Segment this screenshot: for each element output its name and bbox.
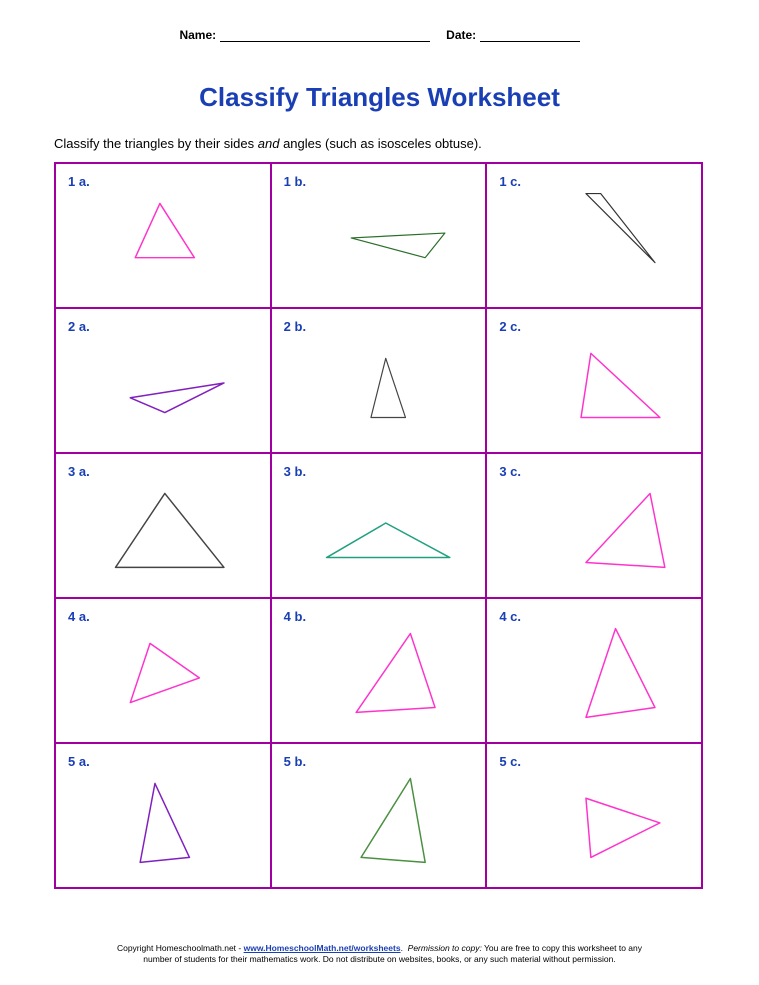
grid-cell: 3 b.: [271, 453, 487, 598]
cell-label: 5 b.: [284, 754, 474, 769]
triangle-grid: 1 a. 1 b. 1 c. 2 a. 2 b. 2 c. 3 a. 3 b. 3 c. 4 a.…: [54, 162, 703, 889]
cell-label: 1 a.: [68, 174, 258, 189]
cell-label: 4 b.: [284, 609, 474, 624]
grid-cell: 4 b.: [271, 598, 487, 743]
grid-cell: 2 b.: [271, 308, 487, 453]
grid-cell: 1 a.: [55, 163, 271, 308]
cell-label: 1 c.: [499, 174, 689, 189]
cell-label: 3 b.: [284, 464, 474, 479]
footer: Copyright Homeschoolmath.net - www.Homes…: [0, 943, 759, 965]
worksheet-title: Classify Triangles Worksheet: [0, 82, 759, 113]
cell-label: 2 c.: [499, 319, 689, 334]
grid-cell: 3 c.: [486, 453, 702, 598]
cell-label: 4 c.: [499, 609, 689, 624]
cell-label: 3 c.: [499, 464, 689, 479]
cell-label: 1 b.: [284, 174, 474, 189]
instructions: Classify the triangles by their sides an…: [54, 136, 482, 151]
cell-label: 2 b.: [284, 319, 474, 334]
grid-cell: 5 b.: [271, 743, 487, 888]
name-blank: [220, 30, 430, 42]
grid-cell: 2 a.: [55, 308, 271, 453]
grid-cell: 1 c.: [486, 163, 702, 308]
header-line: Name: Date:: [0, 28, 759, 42]
cell-label: 5 c.: [499, 754, 689, 769]
date-label: Date:: [446, 28, 476, 42]
cell-label: 2 a.: [68, 319, 258, 334]
footer-link: www.HomeschoolMath.net/worksheets: [244, 943, 401, 953]
grid-cell: 5 a.: [55, 743, 271, 888]
date-blank: [480, 30, 580, 42]
grid-cell: 5 c.: [486, 743, 702, 888]
cell-label: 5 a.: [68, 754, 258, 769]
grid-cell: 2 c.: [486, 308, 702, 453]
grid-cell: 1 b.: [271, 163, 487, 308]
name-label: Name:: [179, 28, 216, 42]
grid-cell: 4 c.: [486, 598, 702, 743]
grid-cell: 3 a.: [55, 453, 271, 598]
grid-cell: 4 a.: [55, 598, 271, 743]
cell-label: 3 a.: [68, 464, 258, 479]
cell-label: 4 a.: [68, 609, 258, 624]
